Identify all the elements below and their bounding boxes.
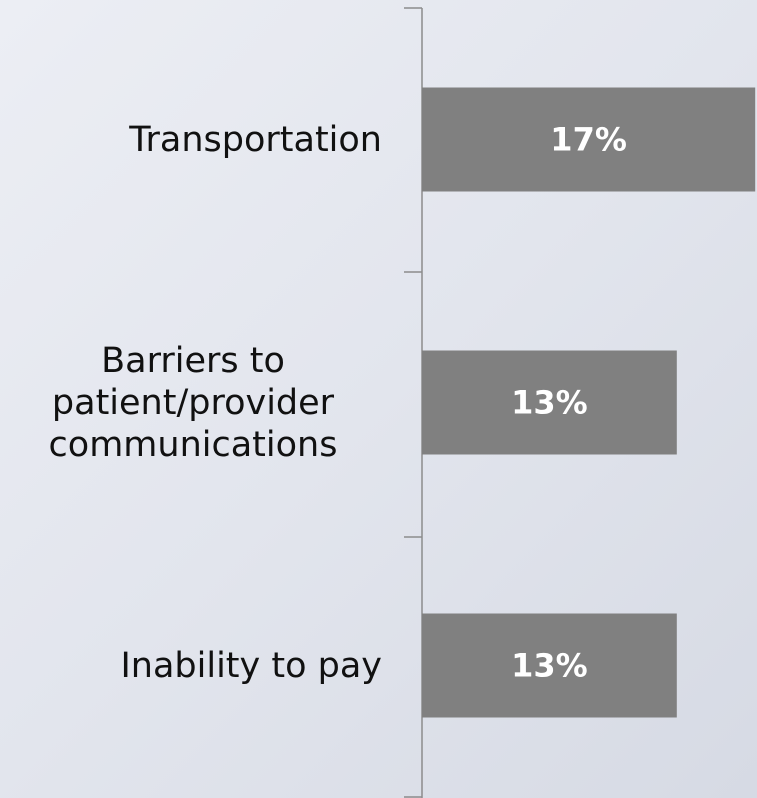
bar xyxy=(422,87,756,192)
data-label: 13% xyxy=(511,384,588,422)
category-label-box: Transportation xyxy=(0,119,382,161)
category-label: Barriers to patient/provider communicati… xyxy=(48,340,338,465)
category-label-box: Barriers to patient/provider communicati… xyxy=(0,340,382,466)
category-label-box: Inability to pay xyxy=(0,645,382,687)
category-label: Transportation xyxy=(129,119,382,160)
data-label: 17% xyxy=(550,121,627,159)
category-label: Inability to pay xyxy=(120,645,382,686)
data-label: 13% xyxy=(511,647,588,685)
bar xyxy=(422,613,677,718)
bar xyxy=(422,350,677,455)
